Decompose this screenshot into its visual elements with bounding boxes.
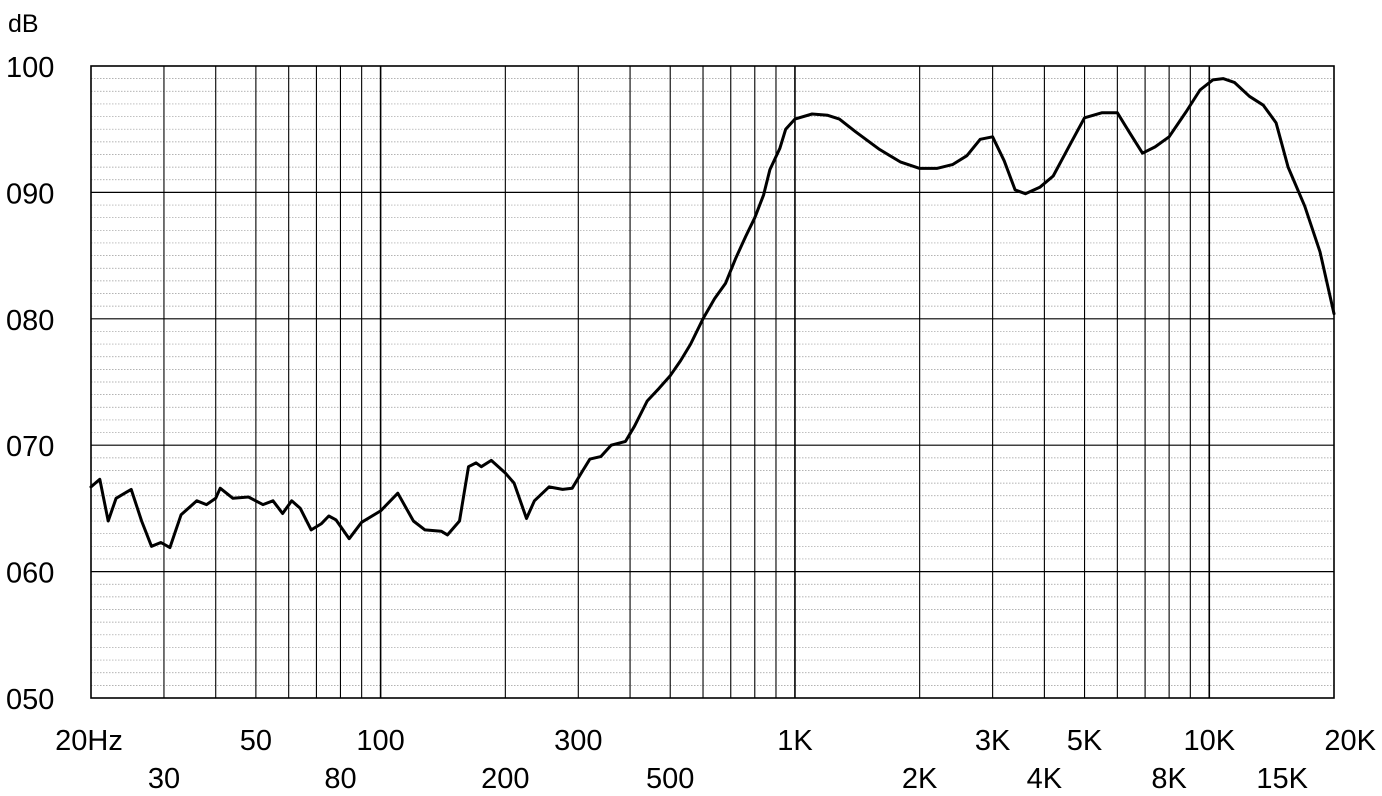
y-tick-labels: 100 090 080 070 060 050 <box>6 52 54 716</box>
x-tick-labels: 20Hz 50 100 300 1K 3K 5K 10K 20K 30 80 200 500 2K 4K 8K… <box>55 725 1376 795</box>
x-tick-label-lower: 4K <box>1027 763 1063 795</box>
y-axis-unit-label: dB <box>8 10 39 38</box>
major-grid <box>91 66 1334 698</box>
x-tick-label-upper: 300 <box>554 725 602 757</box>
x-tick-label-upper: 5K <box>1067 725 1103 757</box>
x-tick-label-upper: 3K <box>975 725 1011 757</box>
plot-frame <box>90 65 1335 699</box>
y-tick-label: 060 <box>6 558 54 590</box>
x-tick-label-lower: 15K <box>1256 763 1308 795</box>
response-curve <box>89 77 1336 550</box>
y-tick-label: 090 <box>6 178 54 210</box>
x-tick-label-lower: 200 <box>481 763 529 795</box>
x-tick-label-upper: 10K <box>1183 725 1235 757</box>
x-tick-label-upper: 20K <box>1324 725 1376 757</box>
x-tick-label-upper: 20Hz <box>55 725 123 757</box>
x-tick-label-lower: 30 <box>148 763 180 795</box>
y-tick-label: 080 <box>6 305 54 337</box>
x-tick-label-upper: 50 <box>240 725 272 757</box>
x-tick-label-lower: 2K <box>902 763 938 795</box>
x-tick-label-lower: 8K <box>1151 763 1187 795</box>
y-tick-label: 070 <box>6 431 54 463</box>
x-tick-label-lower: 500 <box>646 763 694 795</box>
minor-grid <box>91 78 1334 686</box>
x-tick-label-lower: 80 <box>324 763 356 795</box>
x-tick-label-upper: 100 <box>356 725 404 757</box>
x-tick-label-upper: 1K <box>777 725 813 757</box>
y-tick-label: 100 <box>6 52 54 84</box>
y-tick-label: 050 <box>6 684 54 716</box>
